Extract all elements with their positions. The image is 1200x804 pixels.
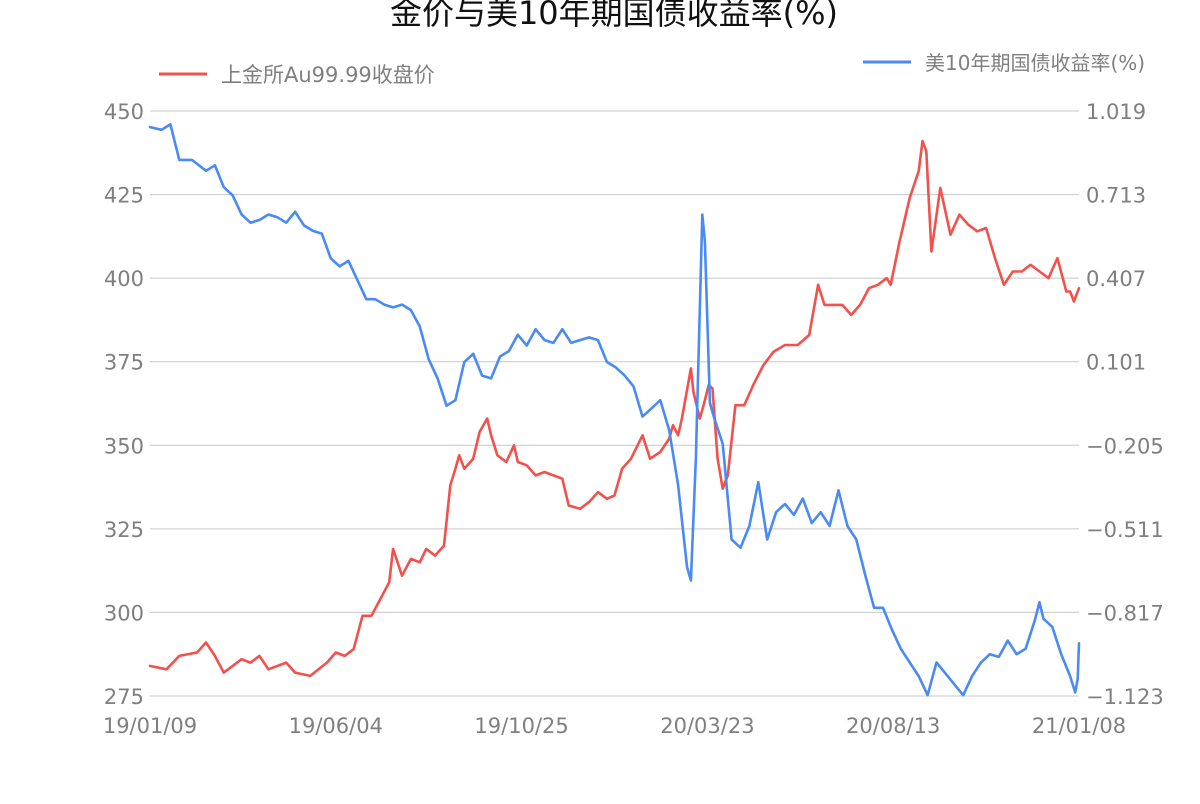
y-right-tick-label: 0.713 xyxy=(1086,184,1146,208)
x-tick-label: 19/06/04 xyxy=(289,714,383,738)
x-tick-label: 19/01/09 xyxy=(103,714,197,738)
y-right-tick-label: −0.817 xyxy=(1086,601,1164,625)
treasury-yield-line xyxy=(148,123,1081,697)
y-left-tick-label: 375 xyxy=(104,351,144,375)
chart-title: 金价与美10年期国债收益率(%) xyxy=(390,0,838,32)
y-left-tick-label: 400 xyxy=(104,267,144,291)
y-right-tick-label: −0.205 xyxy=(1086,434,1164,458)
y-right-tick-label: 0.407 xyxy=(1086,267,1146,291)
y-left-tick-label: 425 xyxy=(104,184,144,208)
y-right-tick-label: −0.511 xyxy=(1086,518,1164,542)
gridlines xyxy=(150,110,1079,697)
y-left-tick-label: 450 xyxy=(104,100,144,124)
x-tick-label: 21/01/08 xyxy=(1032,714,1126,738)
y-left-tick-label: 275 xyxy=(104,685,144,709)
x-tick-label: 20/08/13 xyxy=(846,714,940,738)
y-left-tick-label: 325 xyxy=(104,518,144,542)
axes: 450 425 400 375 350 325 300 275 1.019 0.713 0.407 0… xyxy=(103,100,1164,738)
x-tick-label: 20/03/23 xyxy=(660,714,754,738)
y-right-tick-label: 1.019 xyxy=(1086,100,1146,124)
legend-label: 美10年期国债收益率(%) xyxy=(925,51,1145,75)
y-right-tick-label: 0.101 xyxy=(1086,351,1146,375)
y-left-tick-label: 300 xyxy=(104,601,144,625)
y-right-tick-label: −1.123 xyxy=(1086,685,1164,709)
y-left-tick-label: 350 xyxy=(104,434,144,458)
series-lines xyxy=(148,123,1081,697)
legend-label: 上金所Au99.99收盘价 xyxy=(221,63,435,87)
gold-price-line xyxy=(148,139,1081,678)
legend: 上金所Au99.99收盘价 美10年期国债收益率(%) xyxy=(159,51,1145,87)
x-tick-label: 19/10/25 xyxy=(474,714,568,738)
